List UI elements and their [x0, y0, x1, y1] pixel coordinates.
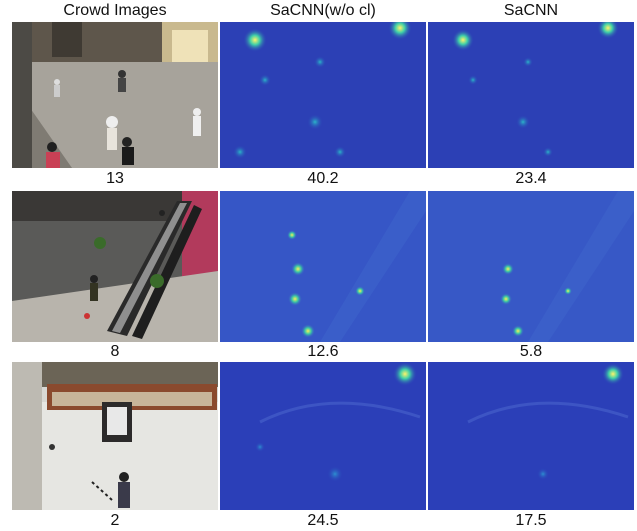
count-row3-sacnn: 17.5: [515, 512, 547, 529]
column-header-sacnn: SaCNN: [503, 2, 559, 19]
count-row1-sacnn: 23.4: [515, 170, 547, 187]
density-map-sacnn-3: [428, 362, 634, 510]
count-row1-ground-truth: 13: [106, 170, 124, 187]
count-row2-sacnn: 5.8: [519, 343, 543, 360]
column-header-sacnn-wo-cl: SaCNN(w/o cl): [270, 2, 376, 19]
count-row2-ground-truth: 8: [110, 343, 120, 360]
count-row3-sacnn-wo-cl: 24.5: [307, 512, 339, 529]
density-map-sacnn-wo-cl-2: [220, 191, 426, 342]
count-row3-ground-truth: 2: [110, 512, 120, 529]
crowd-image-3: [12, 362, 218, 510]
density-map-sacnn-wo-cl-3: [220, 362, 426, 510]
density-map-sacnn-1: [428, 22, 634, 168]
crowd-image-1: [12, 22, 218, 168]
count-row1-sacnn-wo-cl: 40.2: [307, 170, 339, 187]
crowd-image-2: [12, 191, 218, 342]
count-row2-sacnn-wo-cl: 12.6: [307, 343, 339, 360]
density-map-sacnn-wo-cl-1: [220, 22, 426, 168]
density-map-sacnn-2: [428, 191, 634, 342]
column-header-crowd-images: Crowd Images: [63, 2, 167, 19]
